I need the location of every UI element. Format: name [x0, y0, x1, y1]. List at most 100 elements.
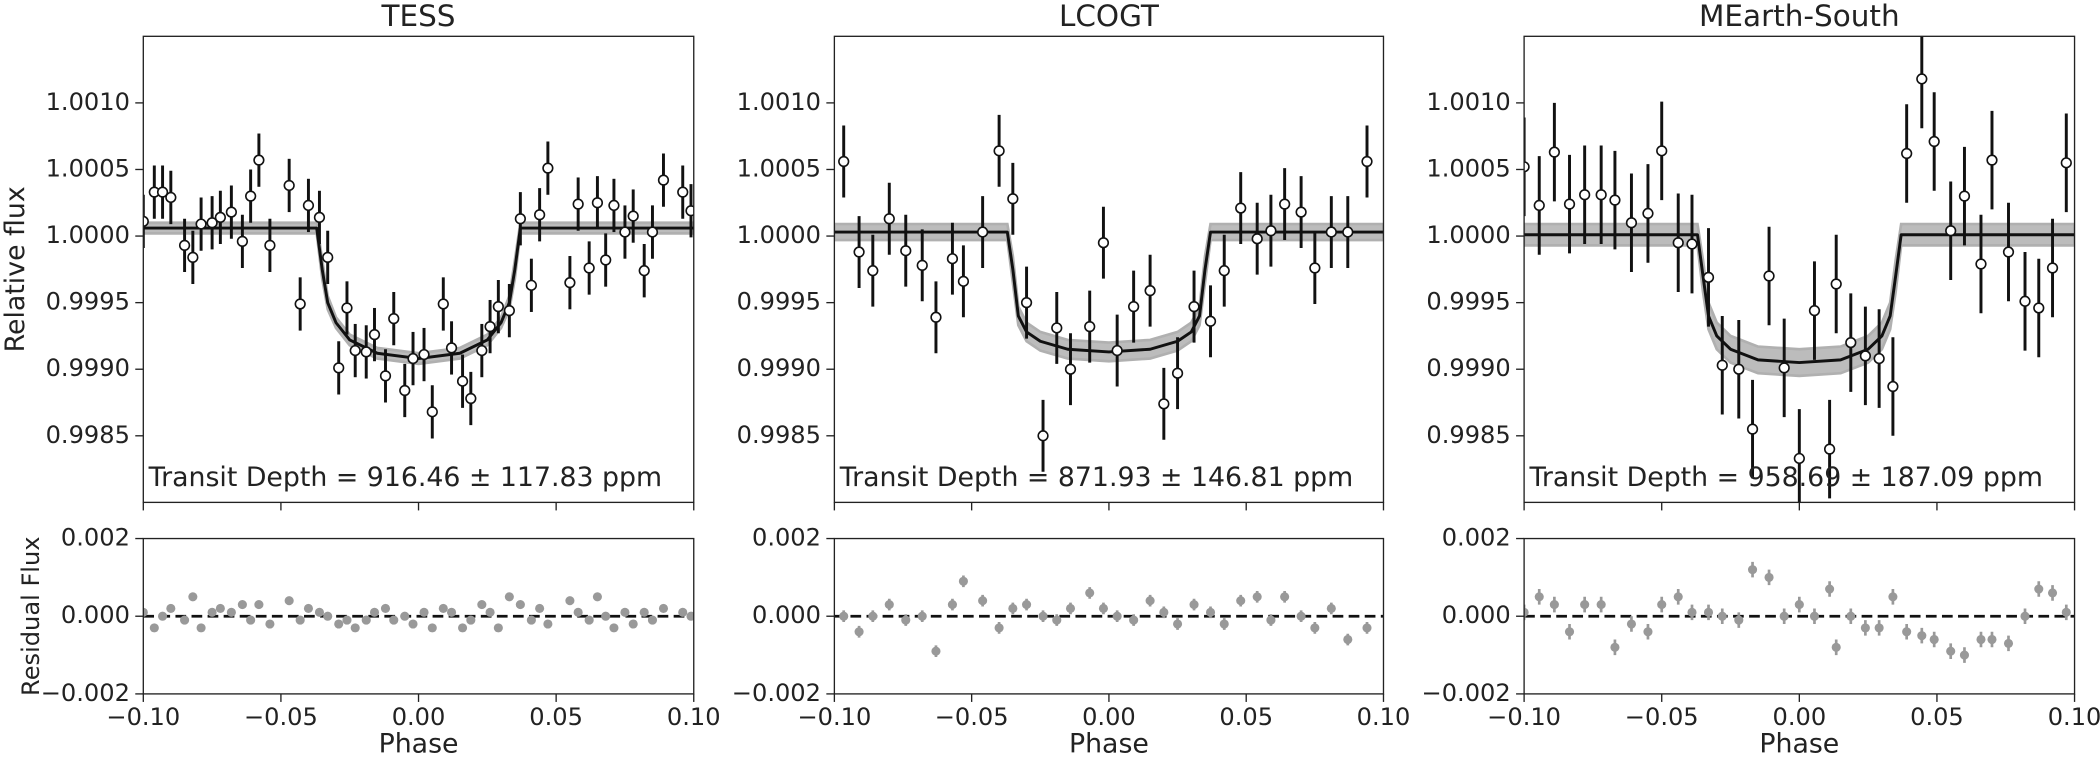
y-tick-label: 1.0000: [46, 221, 130, 249]
x-tick-label: −0.05: [1625, 703, 1699, 731]
transit-depth-annotation: Transit Depth = 958.69 ± 187.09 ppm: [1528, 462, 2042, 493]
residual-point: [1205, 607, 1216, 617]
data-point: [583, 262, 595, 274]
data-point: [225, 206, 237, 218]
residual-point: [361, 615, 371, 625]
residual-point: [1564, 627, 1575, 637]
data-point: [418, 348, 430, 361]
residual-point: [188, 592, 198, 602]
x-tick-label: 0.10: [1357, 703, 1411, 731]
residual-point: [1065, 603, 1076, 614]
data-point: [608, 199, 620, 212]
data-point: [1020, 297, 1033, 309]
data-point: [1733, 363, 1745, 375]
data-point: [1823, 443, 1836, 455]
residual-point: [931, 646, 941, 656]
residual-point: [1580, 600, 1590, 610]
residual-y-tick-label: −0.002: [732, 679, 821, 707]
data-point: [946, 253, 959, 265]
data-point: [883, 213, 895, 225]
data-point: [1763, 270, 1775, 282]
data-point: [1342, 226, 1354, 238]
residual-y-tick-label: 0.000: [752, 601, 821, 629]
y-tick-label: 0.9990: [737, 354, 821, 382]
data-point: [1716, 359, 1728, 371]
data-point: [341, 302, 353, 314]
residual-y-tick-label: −0.002: [1422, 679, 1511, 707]
residual-point: [1657, 600, 1667, 610]
y-tick-label: 1.0000: [1426, 221, 1510, 249]
residual-point: [601, 611, 611, 621]
x-tick-label: 0.10: [2048, 703, 2100, 731]
data-point: [360, 346, 372, 358]
model-line: [143, 226, 694, 361]
residual-point: [1874, 623, 1884, 633]
residual-point: [1343, 634, 1353, 645]
residual-point: [1326, 603, 1336, 614]
residual-point: [493, 623, 503, 633]
data-point: [1845, 336, 1857, 349]
x-tick-label: 0.00: [1773, 703, 1827, 731]
residual-frame: [1523, 537, 2076, 695]
residual-point: [1929, 634, 1939, 645]
residual-point: [1917, 631, 1927, 641]
data-point: [407, 352, 419, 365]
data-point: [302, 199, 315, 212]
data-point: [445, 342, 458, 354]
data-point: [1563, 198, 1576, 210]
y-tick-label: 0.9985: [46, 421, 130, 449]
residual-point: [400, 611, 410, 621]
residual-point: [901, 615, 911, 625]
data-point: [195, 218, 207, 230]
data-point: [1128, 301, 1140, 313]
residual-point: [1703, 607, 1714, 617]
data-point: [1111, 344, 1123, 357]
data-point: [1158, 398, 1170, 410]
residual-point: [573, 607, 583, 617]
residual-point: [1673, 592, 1683, 602]
model-line: [834, 230, 1384, 354]
data-point: [2019, 295, 2031, 307]
residual-point: [2047, 588, 2058, 598]
model-line: [1524, 233, 2075, 365]
residual-point: [246, 615, 256, 625]
y-axis-label: Relative flux: [0, 186, 31, 352]
residual-point: [408, 619, 418, 629]
residual-point: [1626, 619, 1636, 629]
residual-point: [584, 615, 594, 625]
residual-point: [1145, 596, 1155, 606]
residual-y-axis-label: Residual Flux: [17, 536, 45, 696]
residual-point: [1236, 596, 1246, 606]
data-point: [525, 279, 537, 291]
residual-y-tick-label: −0.002: [41, 679, 130, 707]
residual-point: [466, 615, 476, 625]
residual-point: [565, 596, 575, 606]
data-point: [294, 298, 306, 310]
data-point: [638, 265, 650, 277]
residual-y-tick-label: 0.002: [752, 524, 821, 552]
residual-point: [1946, 646, 1956, 656]
data-point: [627, 210, 639, 222]
plot-area: [1524, 36, 2075, 503]
data-point: [426, 406, 438, 418]
data-point: [838, 155, 850, 168]
residual-point: [215, 603, 225, 614]
data-point: [572, 198, 584, 210]
data-point: [1686, 238, 1698, 250]
x-tick-label: 0.10: [667, 703, 721, 731]
data-point: [333, 362, 345, 374]
residual-point: [334, 619, 344, 629]
data-point: [1901, 147, 1913, 160]
residual-point: [1549, 600, 1559, 610]
data-point: [1830, 278, 1842, 290]
data-point: [993, 145, 1005, 157]
data-point: [957, 275, 970, 287]
data-point: [916, 259, 928, 271]
residual-point: [1189, 600, 1199, 610]
residual-point: [1846, 611, 1856, 621]
data-point: [900, 245, 912, 257]
data-point: [399, 384, 411, 397]
residual-point: [1524, 607, 1529, 617]
x-tick-label: −0.05: [935, 703, 1009, 731]
residual-point: [994, 623, 1004, 633]
